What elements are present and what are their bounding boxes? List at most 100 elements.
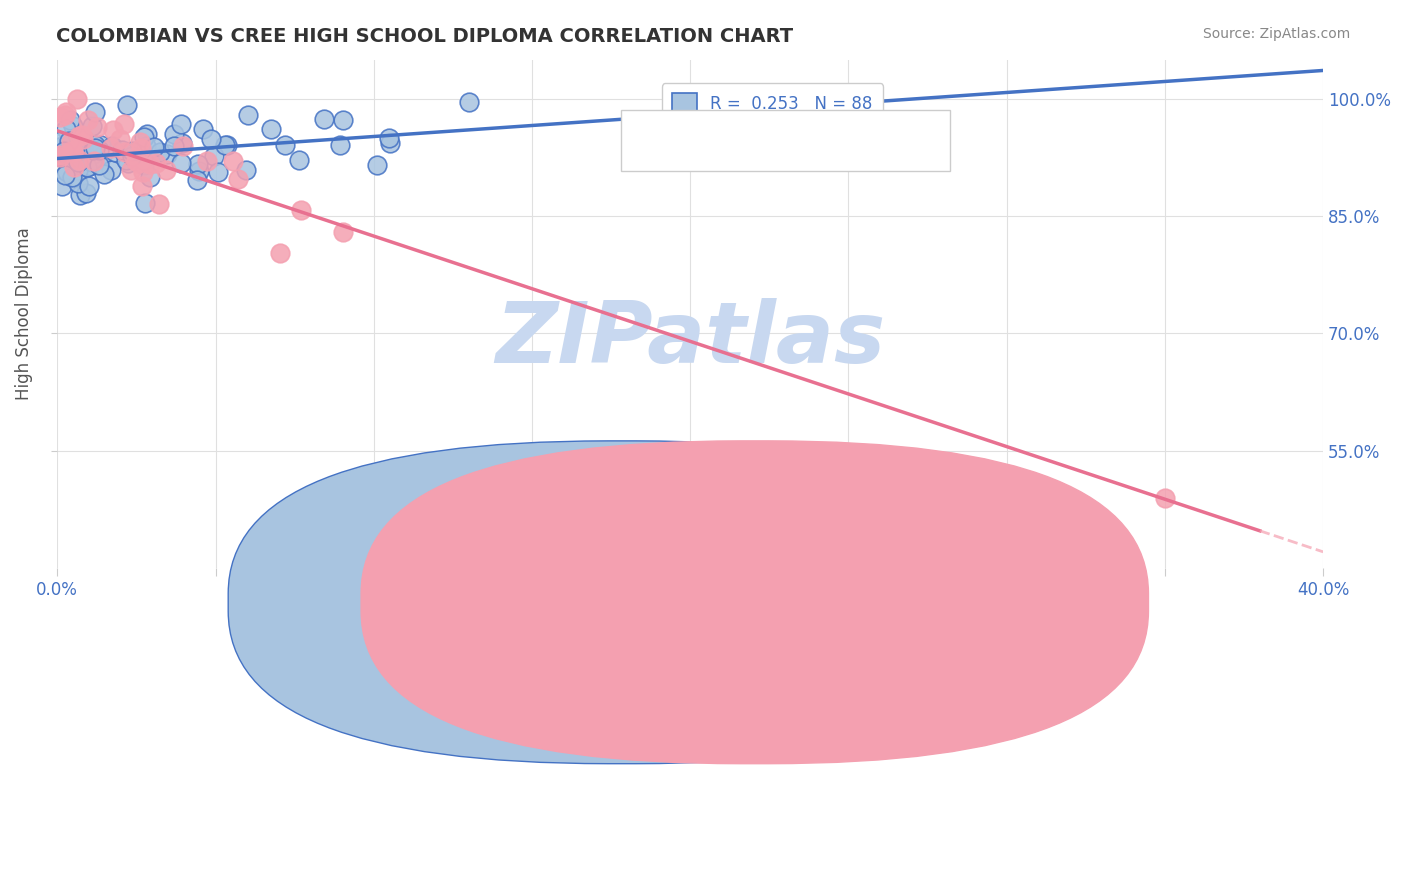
Point <box>115 153 138 167</box>
Point <box>121 149 143 163</box>
Point <box>114 145 136 159</box>
Point <box>207 164 229 178</box>
Point <box>136 127 159 141</box>
Point <box>132 165 155 179</box>
Point <box>90 137 112 152</box>
Point <box>170 156 193 170</box>
Point <box>214 138 236 153</box>
Point <box>60 143 83 157</box>
Point <box>82 143 104 157</box>
Point <box>135 139 157 153</box>
Point <box>228 172 250 186</box>
Point <box>49 150 72 164</box>
Point <box>67 153 90 168</box>
Point <box>82 147 104 161</box>
Point <box>110 132 132 146</box>
Point <box>70 128 93 143</box>
Point <box>58 134 80 148</box>
Point <box>131 153 153 167</box>
Point <box>332 113 354 128</box>
Point <box>53 108 76 122</box>
Point <box>62 120 84 134</box>
Point <box>49 134 72 148</box>
Point <box>125 154 148 169</box>
Point <box>90 149 112 163</box>
Point <box>193 122 215 136</box>
Point <box>1154 491 1177 505</box>
FancyBboxPatch shape <box>228 441 1015 764</box>
Point <box>121 145 143 159</box>
Point <box>155 163 177 178</box>
Point <box>104 145 127 159</box>
Point <box>53 168 76 182</box>
Point <box>312 112 335 126</box>
Point <box>129 135 152 149</box>
Point <box>62 145 84 159</box>
Point <box>65 153 87 168</box>
Point <box>132 129 155 144</box>
Point <box>52 151 75 165</box>
Point <box>111 143 134 157</box>
Point <box>66 93 89 107</box>
Point <box>100 141 122 155</box>
Point <box>329 137 352 152</box>
Point <box>62 142 84 156</box>
Point <box>84 137 107 152</box>
Point <box>112 118 135 132</box>
Text: Cree: Cree <box>772 590 811 607</box>
Point <box>67 162 90 177</box>
Point <box>52 144 75 158</box>
Point <box>101 139 124 153</box>
Point <box>115 98 138 112</box>
Point <box>83 153 105 168</box>
Point <box>67 155 90 169</box>
Point <box>186 173 208 187</box>
Point <box>202 149 225 163</box>
Point <box>51 138 73 153</box>
Point <box>93 167 115 181</box>
Point <box>142 140 165 154</box>
Point <box>49 148 72 162</box>
Point <box>274 137 297 152</box>
Point <box>238 108 260 122</box>
Point <box>139 170 162 185</box>
Point <box>56 165 79 179</box>
Point <box>215 138 238 153</box>
Point <box>260 122 283 136</box>
Point <box>89 158 111 172</box>
Point <box>170 117 193 131</box>
Point <box>187 157 209 171</box>
Point <box>163 127 186 141</box>
Point <box>49 148 72 162</box>
Point <box>79 159 101 173</box>
Point <box>222 154 245 169</box>
Point <box>101 123 124 137</box>
Point <box>63 144 86 158</box>
Point <box>457 95 479 109</box>
Point <box>60 170 83 185</box>
Point <box>332 225 354 239</box>
Point <box>60 135 83 149</box>
Point <box>120 163 142 178</box>
Point <box>86 120 108 135</box>
Point <box>378 136 401 150</box>
Point <box>129 141 152 155</box>
Point <box>163 138 186 153</box>
Point <box>148 197 170 211</box>
Point <box>59 112 82 127</box>
FancyBboxPatch shape <box>361 441 1149 764</box>
Point <box>235 162 257 177</box>
Point <box>195 153 218 168</box>
Point <box>51 178 73 193</box>
Point <box>172 136 194 150</box>
Point <box>378 130 401 145</box>
Point <box>52 150 75 164</box>
Point <box>156 146 179 161</box>
Point <box>100 162 122 177</box>
Point <box>66 177 89 191</box>
Text: Colombians: Colombians <box>645 590 742 607</box>
Point <box>188 164 211 178</box>
Text: ZIPatlas: ZIPatlas <box>495 298 886 381</box>
Point <box>76 160 98 174</box>
Point <box>63 160 86 174</box>
